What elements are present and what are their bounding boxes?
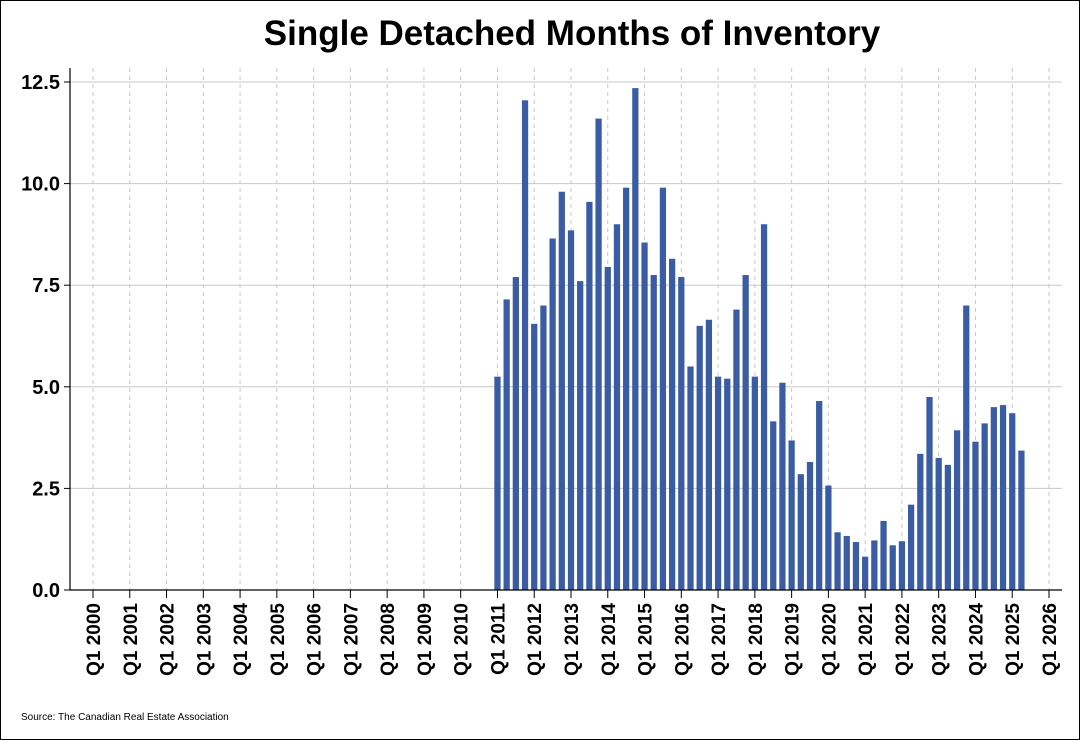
- bar: [742, 275, 749, 590]
- x-tick-label: Q1 2026: [1040, 603, 1061, 676]
- axes: [64, 68, 1062, 598]
- bar: [586, 201, 593, 590]
- bar: [521, 100, 529, 591]
- bar: [668, 258, 676, 590]
- x-tick-label: Q1 2014: [599, 603, 620, 676]
- bar: [935, 457, 942, 590]
- x-tick-label: Q1 2011: [488, 603, 509, 675]
- x-tick-label: Q1 2024: [966, 603, 987, 676]
- bar: [567, 230, 575, 590]
- bar: [733, 309, 740, 590]
- y-tick-label: 0.0: [32, 580, 60, 602]
- bars: [494, 88, 1025, 591]
- bar: [889, 545, 896, 590]
- bar: [751, 376, 758, 590]
- bar: [944, 464, 952, 590]
- bar: [760, 224, 768, 591]
- bar: [696, 325, 703, 590]
- y-tick-label: 2.5: [32, 478, 60, 500]
- bar: [843, 535, 850, 590]
- bar: [917, 453, 924, 590]
- y-tick-label: 12.5: [21, 72, 60, 94]
- bar: [953, 430, 961, 590]
- x-tick-label: Q1 2018: [746, 603, 767, 676]
- x-tick-label: Q1 2006: [305, 603, 326, 676]
- bar: [963, 305, 970, 590]
- bar: [926, 396, 933, 590]
- x-tick-label: Q1 2002: [158, 603, 179, 676]
- x-tick-label: Q1 2004: [231, 603, 252, 676]
- bar: [862, 556, 869, 590]
- tick-labels: 0.0 2.5 5.0 7.5 10.0 12.5 Q1 2000 Q1 2001 Q1 200…: [21, 72, 1061, 676]
- x-tick-label: Q1 2001: [121, 603, 142, 676]
- bar: [779, 382, 786, 590]
- bar: [770, 421, 777, 590]
- x-tick-label: Q1 2021: [856, 603, 877, 676]
- x-tick-label: Q1 2012: [525, 603, 546, 676]
- bar: [981, 423, 988, 590]
- bar: [604, 266, 611, 590]
- bar: [705, 319, 713, 590]
- x-tick-label: Q1 2009: [415, 603, 436, 676]
- bar: [724, 378, 731, 590]
- x-tick-label: Q1 2005: [268, 603, 289, 676]
- x-tick-label: Q1 2010: [452, 603, 473, 676]
- bar: [512, 277, 519, 590]
- x-tick-label: Q1 2017: [709, 603, 730, 676]
- x-tick-label: Q1 2015: [636, 603, 657, 676]
- bar: [531, 323, 538, 590]
- bar: [1009, 413, 1016, 590]
- chart-title: Single Detached Months of Inventory: [263, 14, 881, 53]
- x-tick-label: Q1 2020: [819, 603, 840, 676]
- bar: [972, 441, 979, 590]
- bar: [999, 405, 1007, 590]
- x-tick-label: Q1 2023: [930, 603, 951, 676]
- bar: [797, 474, 804, 590]
- bar: [678, 277, 685, 590]
- bar: [714, 376, 722, 590]
- bar: [898, 541, 906, 590]
- x-tick-label: Q1 2008: [378, 603, 399, 676]
- x-tick-label: Q1 2022: [893, 603, 914, 676]
- bar: [558, 191, 565, 590]
- bar: [825, 485, 832, 590]
- x-tick-label: Q1 2016: [672, 603, 693, 676]
- bar: [549, 238, 556, 591]
- bar: [623, 187, 630, 590]
- bar: [990, 407, 997, 590]
- bar: [595, 118, 602, 591]
- bar: [540, 305, 547, 590]
- bar: [650, 275, 657, 590]
- y-tick-label: 7.5: [32, 275, 60, 297]
- bar: [880, 520, 887, 590]
- x-tick-label: Q1 2019: [783, 603, 804, 676]
- bar: [494, 376, 501, 590]
- bar: [503, 299, 510, 590]
- x-tick-label: Q1 2013: [562, 603, 583, 676]
- x-tick-label: Q1 2000: [84, 603, 105, 676]
- bar: [907, 504, 915, 590]
- bar: [613, 224, 621, 591]
- bar: [641, 242, 648, 590]
- bar: [834, 532, 841, 590]
- source-note: Source: The Canadian Real Estate Associa…: [21, 712, 229, 723]
- x-tick-label: Q1 2025: [1003, 603, 1024, 676]
- bar: [871, 540, 878, 590]
- x-tick-label: Q1 2003: [194, 603, 215, 676]
- y-tick-label: 10.0: [21, 174, 60, 196]
- bar: [632, 88, 639, 590]
- bar: [816, 401, 823, 590]
- bar: [577, 281, 584, 590]
- bar: [852, 542, 860, 590]
- bar: [788, 440, 795, 590]
- bar: [806, 461, 814, 590]
- x-tick-label: Q1 2007: [341, 603, 362, 676]
- y-tick-label: 5.0: [32, 377, 60, 399]
- bar: [659, 187, 667, 590]
- bar: [1018, 450, 1025, 590]
- bar: [687, 366, 694, 590]
